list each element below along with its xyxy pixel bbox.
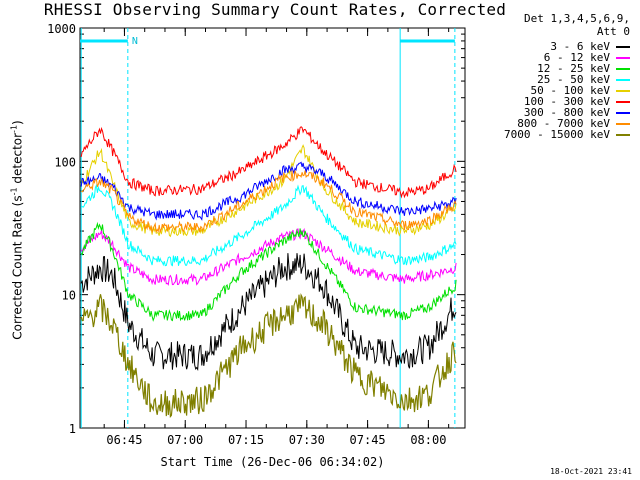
series-line-3	[80, 183, 457, 267]
legend-label: 3 - 6 keV	[550, 40, 610, 53]
legend-item: 100 - 300 keV	[504, 95, 630, 108]
y-axis-label-text-3: )	[10, 120, 25, 125]
legend-header-line-2: Att 0	[596, 25, 630, 38]
legend-swatch	[616, 100, 630, 103]
legend: 3 - 6 keV 6 - 12 keV 12 - 25 keV 25 - 50 ke…	[504, 40, 630, 141]
y-tick-label: 1	[69, 422, 76, 436]
x-tick-label: 08:00	[410, 433, 446, 447]
plot-frame	[79, 27, 466, 429]
series-line-8	[80, 292, 457, 418]
legend-swatch	[616, 45, 630, 48]
legend-swatch	[616, 111, 630, 114]
x-tick-label: 07:30	[289, 433, 325, 447]
legend-label: 25 - 50 keV	[537, 73, 610, 86]
timestamp: 18-Oct-2021 23:41	[550, 467, 632, 476]
x-tick-label: 07:45	[350, 433, 386, 447]
y-axis-label-sup-1: -1	[9, 187, 19, 196]
series-line-4	[80, 144, 457, 238]
legend-item: 6 - 12 keV	[504, 51, 630, 64]
legend-item: 50 - 100 keV	[504, 84, 630, 97]
legend-label: 50 - 100 keV	[530, 84, 610, 97]
series-line-2	[80, 221, 457, 322]
night-marker-label: N	[132, 36, 138, 47]
y-tick-label: 1000	[47, 22, 76, 36]
series-line-0	[80, 253, 457, 371]
legend-header: Det 1,3,4,5,6,9, Att 0	[524, 12, 630, 38]
series-line-5	[80, 126, 457, 199]
legend-label: 6 - 12 keV	[543, 51, 610, 64]
y-axis-label-sup-2: -1	[9, 124, 19, 133]
legend-swatch	[616, 133, 630, 136]
legend-label: 300 - 800 keV	[523, 106, 610, 119]
y-axis-label-text-2: detector	[10, 132, 25, 188]
legend-item: 12 - 25 keV	[504, 62, 630, 75]
legend-item: 3 - 6 keV	[504, 40, 630, 53]
y-axis-label-text-1: Corrected Count Rate (s	[10, 195, 25, 340]
legend-item: 300 - 800 keV	[504, 106, 630, 119]
series-line-1	[80, 227, 457, 286]
chart-title: RHESSI Observing Summary Count Rates, Co…	[43, 0, 507, 19]
x-tick-label: 07:15	[228, 433, 264, 447]
legend-item: 25 - 50 keV	[504, 73, 630, 86]
legend-label: 7000 - 15000 keV	[504, 128, 610, 141]
series-line-7	[80, 170, 457, 234]
legend-item: 7000 - 15000 keV	[504, 128, 630, 141]
legend-swatch	[616, 56, 630, 59]
legend-header-line-1: Det 1,3,4,5,6,9,	[524, 12, 630, 25]
legend-item: 800 - 7000 keV	[504, 117, 630, 130]
series-line-6	[80, 161, 457, 221]
x-tick-label: 06:45	[106, 433, 142, 447]
legend-swatch	[616, 122, 630, 125]
legend-label: 800 - 7000 keV	[517, 117, 610, 130]
legend-swatch	[616, 89, 630, 92]
y-tick-label: 100	[54, 155, 76, 169]
y-tick-label: 10	[62, 289, 76, 303]
legend-label: 100 - 300 keV	[523, 95, 610, 108]
x-tick-label: 07:00	[167, 433, 203, 447]
x-axis-label: Start Time (26-Dec-06 06:34:02)	[160, 455, 385, 469]
legend-swatch	[616, 67, 630, 70]
legend-label: 12 - 25 keV	[537, 62, 610, 75]
legend-swatch	[616, 78, 630, 81]
